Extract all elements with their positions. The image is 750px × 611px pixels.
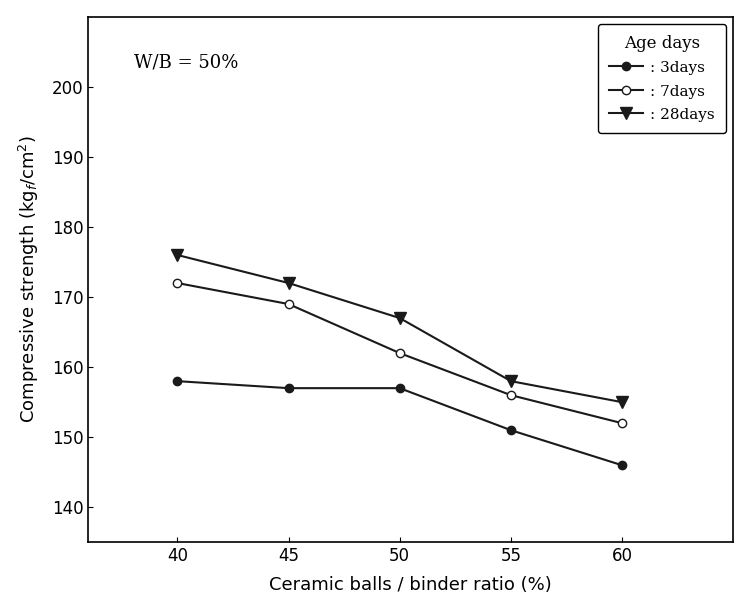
: 3days: (60, 146): 3days: (60, 146) [618, 461, 627, 469]
: 7days: (55, 156): 7days: (55, 156) [506, 392, 515, 399]
: 28days: (60, 155): 28days: (60, 155) [618, 398, 627, 406]
Line: : 3days: : 3days [173, 377, 626, 469]
: 3days: (50, 157): 3days: (50, 157) [395, 384, 404, 392]
: 7days: (50, 162): 7days: (50, 162) [395, 349, 404, 357]
Line: : 7days: : 7days [173, 279, 626, 427]
: 28days: (55, 158): 28days: (55, 158) [506, 378, 515, 385]
: 3days: (40, 158): 3days: (40, 158) [172, 378, 182, 385]
Line: : 28days: : 28days [172, 249, 628, 408]
: 7days: (45, 169): 7days: (45, 169) [284, 301, 293, 308]
: 28days: (40, 176): 28days: (40, 176) [172, 251, 182, 258]
: 3days: (55, 151): 3days: (55, 151) [506, 426, 515, 434]
: 3days: (45, 157): 3days: (45, 157) [284, 384, 293, 392]
: 28days: (45, 172): 28days: (45, 172) [284, 279, 293, 287]
: 7days: (60, 152): 7days: (60, 152) [618, 420, 627, 427]
Legend: : 3days, : 7days, : 28days: : 3days, : 7days, : 28days [598, 24, 726, 133]
X-axis label: Ceramic balls / binder ratio (%): Ceramic balls / binder ratio (%) [269, 576, 552, 595]
Y-axis label: Compressive strength (kg$_f$/cm$^2$): Compressive strength (kg$_f$/cm$^2$) [16, 136, 40, 423]
: 7days: (40, 172): 7days: (40, 172) [172, 279, 182, 287]
: 28days: (50, 167): 28days: (50, 167) [395, 315, 404, 322]
Text: W/B = 50%: W/B = 50% [134, 54, 238, 71]
